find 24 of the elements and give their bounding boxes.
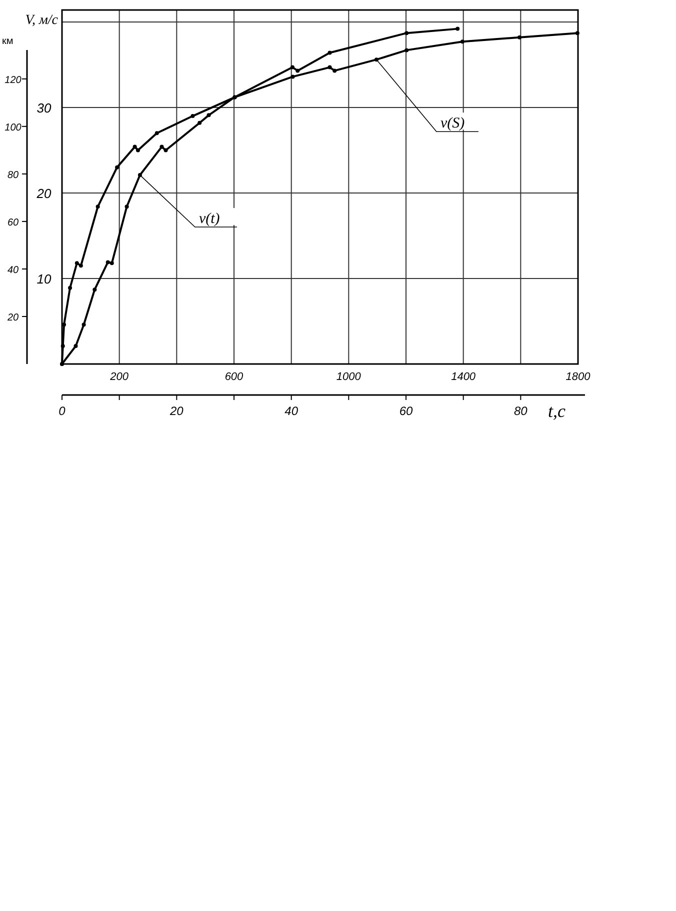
x-tick-label: 200 xyxy=(109,371,130,383)
y2-tick-label: 60 xyxy=(7,217,19,228)
x2-tick-label: 60 xyxy=(399,404,413,418)
y-axis-title: V, м/с xyxy=(25,13,59,28)
y2-tick-label: 100 xyxy=(4,122,22,134)
x2-axis-title: t,c xyxy=(548,401,566,421)
y2-tick-label: 80 xyxy=(7,170,19,181)
x2-tick-label: 20 xyxy=(168,404,184,418)
x-tick-label: 1000 xyxy=(336,371,362,383)
y2-tick-label: 120 xyxy=(4,74,22,86)
x-tick-label: 1400 xyxy=(451,371,476,383)
x-tick-label: 600 xyxy=(224,371,244,383)
y-tick-label: 20 xyxy=(36,186,52,201)
text: v(t) xyxy=(198,211,220,228)
x2-tick-label: 80 xyxy=(514,404,528,418)
y-tick-label: 30 xyxy=(36,100,52,116)
text: v(S) xyxy=(440,116,465,132)
y2-tick-label: 20 xyxy=(6,312,19,324)
y-tick-label: 10 xyxy=(36,271,52,286)
x-tick-label: 1800 xyxy=(566,371,592,383)
x2-tick-label: 0 xyxy=(58,404,66,418)
y2-tick-label: 40 xyxy=(7,264,19,276)
x2-tick-label: 40 xyxy=(284,404,298,418)
y2-axis-title: км xyxy=(2,36,14,47)
